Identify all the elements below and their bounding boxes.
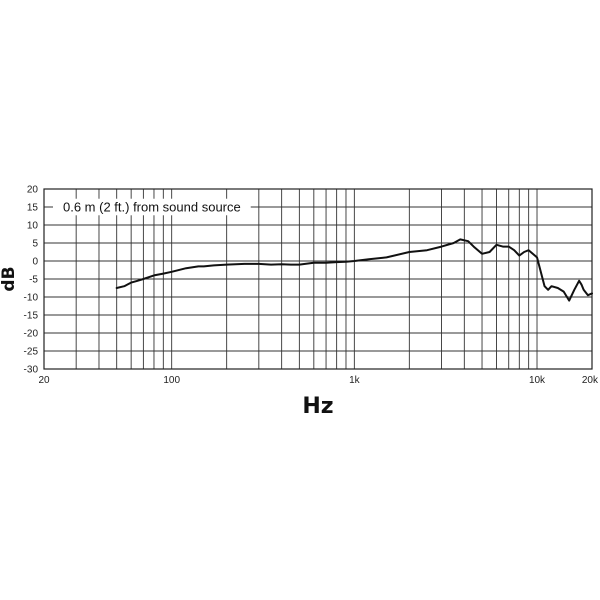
x-tick-label: 10k (529, 375, 546, 386)
y-tick-label: -30 (24, 365, 39, 376)
x-tick-label: 20k (582, 375, 599, 386)
y-tick-label: -15 (24, 311, 39, 322)
series-group (115, 238, 593, 302)
annotation-background (53, 198, 251, 216)
plot-frame (43, 188, 593, 370)
y-tick-label: 15 (27, 203, 39, 214)
y-tick-label: -20 (24, 329, 39, 340)
y-tick-labels: 20 15 10 5 0 -5 -10 -15 -20 -25 -30 (24, 185, 39, 376)
annotation-box: 0.6 m (2 ft.) from sound source (53, 198, 251, 216)
y-tick-label: -5 (29, 275, 38, 286)
x-axis-title: Hz (302, 394, 333, 419)
y-tick-label: 0 (32, 257, 38, 268)
grid-lines (43, 188, 593, 370)
response-curve (115, 238, 593, 302)
y-axis-title: dB (0, 266, 19, 291)
annotation-label: 0.6 m (2 ft.) from sound source (63, 200, 241, 215)
x-tick-labels: 20 100 1k 10k 20k (38, 375, 599, 386)
y-tick-label: 5 (32, 239, 38, 250)
x-tick-label: 20 (38, 375, 50, 386)
y-tick-label: -25 (24, 347, 39, 358)
x-tick-label: 1k (349, 375, 361, 386)
y-tick-label: -10 (24, 293, 39, 304)
y-tick-label: 20 (27, 185, 39, 196)
plot-border (43, 188, 593, 370)
x-tick-label: 100 (163, 375, 180, 386)
y-tick-label: 10 (27, 221, 39, 232)
